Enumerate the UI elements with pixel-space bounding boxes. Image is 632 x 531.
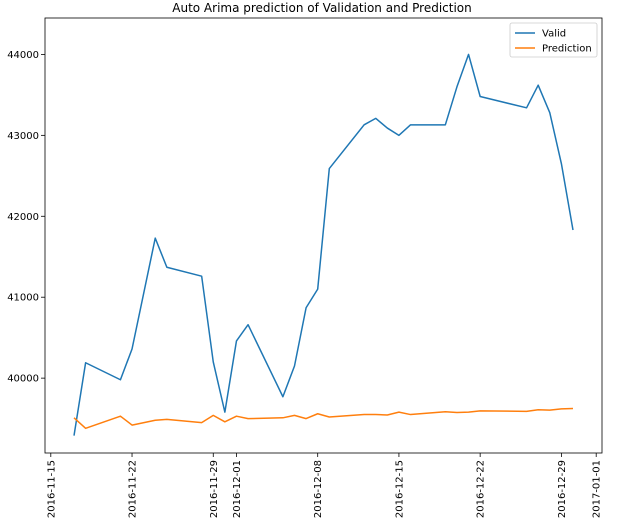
y-tick-label: 41000 <box>7 293 39 304</box>
x-tick-label: 2016-11-22 <box>128 460 139 518</box>
legend-label-prediction: Prediction <box>542 44 592 55</box>
x-tick-label: 2017-01-01 <box>592 460 603 518</box>
x-tick-label: 2016-12-29 <box>557 460 568 518</box>
series-line-valid <box>73 53 574 436</box>
axes: 40000 41000 42000 43000 44000 2016-11-15 2016-… <box>7 17 603 518</box>
x-tick-label: 2016-11-29 <box>209 460 220 518</box>
axes-frame <box>44 17 603 454</box>
series-layer <box>73 53 574 436</box>
x-tick-label: 2016-12-22 <box>476 460 487 518</box>
y-tick-label: 40000 <box>7 374 39 385</box>
y-tick-label: 43000 <box>7 131 39 142</box>
x-tick-label: 2016-12-01 <box>232 460 243 518</box>
x-tick-label: 2016-12-15 <box>394 460 405 518</box>
x-tick-label: 2016-12-08 <box>313 460 324 518</box>
chart-title: Auto Arima prediction of Validation and … <box>172 1 471 15</box>
y-tick-label: 44000 <box>7 50 39 61</box>
series-line-prediction <box>73 407 574 430</box>
x-tick-label: 2016-11-15 <box>46 460 57 518</box>
legend: Valid Prediction <box>509 22 598 58</box>
legend-label-valid: Valid <box>542 29 566 40</box>
y-tick-label: 42000 <box>7 212 39 223</box>
